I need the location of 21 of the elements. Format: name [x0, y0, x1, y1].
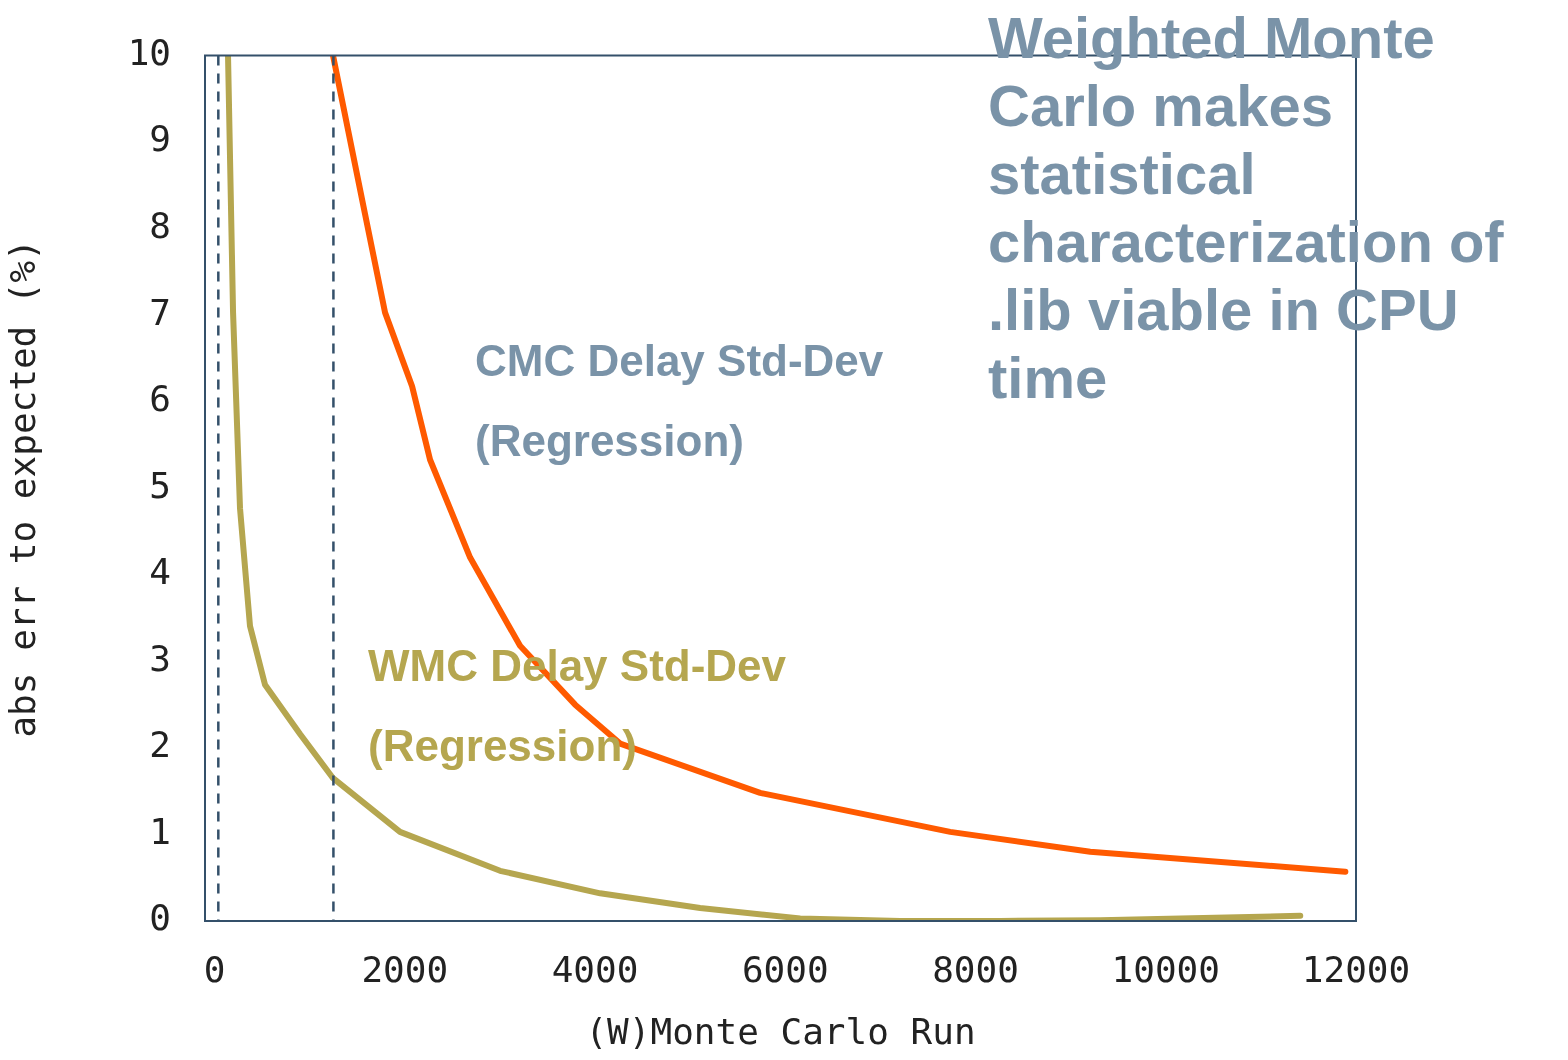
- y-tick-label: 7: [149, 291, 171, 333]
- y-tick-label: 9: [149, 118, 171, 160]
- y-tick-label: 1: [149, 810, 171, 852]
- y-tick-label: 10: [127, 31, 171, 73]
- x-tick-label: 8000: [932, 948, 1019, 990]
- x-tick-label: 6000: [741, 948, 829, 990]
- y-tick-label: 4: [149, 551, 171, 593]
- x-tick-label: 12000: [1301, 948, 1411, 990]
- x-tick-label: 4000: [551, 948, 639, 990]
- y-tick-label: 2: [149, 724, 171, 766]
- y-tick-label: 8: [149, 205, 171, 247]
- y-axis-title: abs err to expected (%): [1, 239, 43, 738]
- x-tick-label: 2000: [361, 948, 449, 990]
- y-tick-label: 0: [149, 897, 171, 939]
- x-tick-label: 10000: [1111, 948, 1220, 990]
- y-tick-label: 5: [149, 464, 171, 506]
- x-tick-label: 0: [203, 948, 226, 990]
- series-label: CMC Delay Std-Dev (Regression): [475, 336, 884, 465]
- y-tick-label: 6: [149, 378, 171, 420]
- x-axis-title: (W)Monte Carlo Run: [585, 1010, 976, 1052]
- y-tick-label: 3: [149, 637, 171, 679]
